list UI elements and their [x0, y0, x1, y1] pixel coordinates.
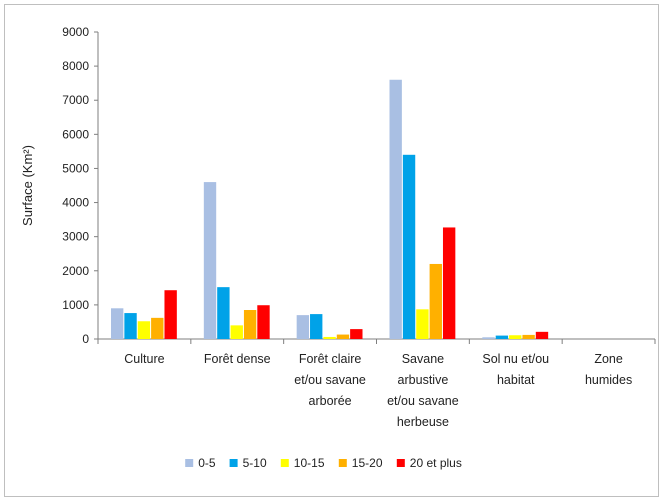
bar-5-10-2 — [310, 314, 323, 339]
legend-label: 10-15 — [294, 456, 325, 470]
y-axis-title: Surface (Km²) — [20, 145, 35, 226]
y-tick-label: 4000 — [62, 196, 89, 210]
y-tick-label: 8000 — [62, 59, 89, 73]
bar-20-et-plus-4 — [535, 331, 549, 339]
bar-15-20-4 — [522, 334, 535, 339]
bar-10-15-0 — [137, 321, 151, 339]
bar-0-5-1 — [203, 182, 217, 339]
x-category-label: arborée — [309, 394, 352, 408]
bar-20-et-plus-2 — [350, 329, 363, 339]
x-category-label: et/ou savane — [294, 373, 366, 387]
x-category-label: et/ou savane — [387, 394, 459, 408]
bar-10-15-2 — [323, 336, 336, 339]
x-category-label: humides — [585, 373, 632, 387]
y-tick-label: 3000 — [62, 230, 89, 244]
bar-10-15-3 — [416, 309, 429, 339]
bar-0-5-3 — [389, 79, 402, 339]
x-category-label: Zone — [594, 352, 623, 366]
bar-5-10-0 — [124, 313, 137, 339]
y-tick-label: 7000 — [62, 93, 89, 107]
bar-15-20-0 — [151, 317, 164, 339]
bar-20-et-plus-3 — [442, 227, 456, 339]
legend-swatch — [185, 459, 194, 467]
y-tick-label: 6000 — [62, 127, 89, 141]
y-tick-label: 2000 — [62, 264, 89, 278]
y-tick-label: 5000 — [62, 161, 89, 175]
chart-frame — [4, 4, 659, 497]
y-tick-label: 1000 — [62, 298, 89, 312]
bar-5-10-1 — [217, 287, 230, 339]
x-category-label: arbustive — [398, 373, 449, 387]
bar-15-20-3 — [429, 263, 442, 339]
legend-swatch — [229, 459, 238, 467]
bar-15-20-1 — [243, 310, 257, 339]
legend-label: 20 et plus — [410, 456, 462, 470]
bar-0-5-0 — [110, 308, 124, 339]
legend-label: 0-5 — [198, 456, 216, 470]
x-category-label: habitat — [497, 373, 535, 387]
legend-label: 15-20 — [352, 456, 383, 470]
legend-swatch — [396, 459, 405, 467]
x-category-label: Culture — [124, 352, 164, 366]
x-category-label: Savane — [402, 352, 444, 366]
bar-20-et-plus-1 — [257, 305, 270, 339]
y-tick-label: 0 — [82, 332, 89, 346]
x-category-label: Sol nu et/ou — [482, 352, 549, 366]
legend-label: 5-10 — [243, 456, 267, 470]
bar-0-5-2 — [296, 315, 310, 339]
y-tick-label: 9000 — [62, 25, 89, 39]
bar-5-10-3 — [402, 154, 416, 339]
x-category-label: Forêt claire — [299, 352, 362, 366]
x-category-label: herbeuse — [397, 415, 449, 429]
bar-10-15-4 — [509, 335, 522, 339]
bar-15-20-2 — [336, 334, 350, 339]
bar-5-10-4 — [495, 335, 509, 339]
legend-swatch — [338, 459, 347, 467]
x-category-label: Forêt dense — [204, 352, 271, 366]
bar-20-et-plus-0 — [164, 290, 177, 339]
bar-0-5-4 — [482, 337, 495, 339]
bar-10-15-1 — [230, 325, 243, 339]
legend-swatch — [280, 459, 289, 467]
